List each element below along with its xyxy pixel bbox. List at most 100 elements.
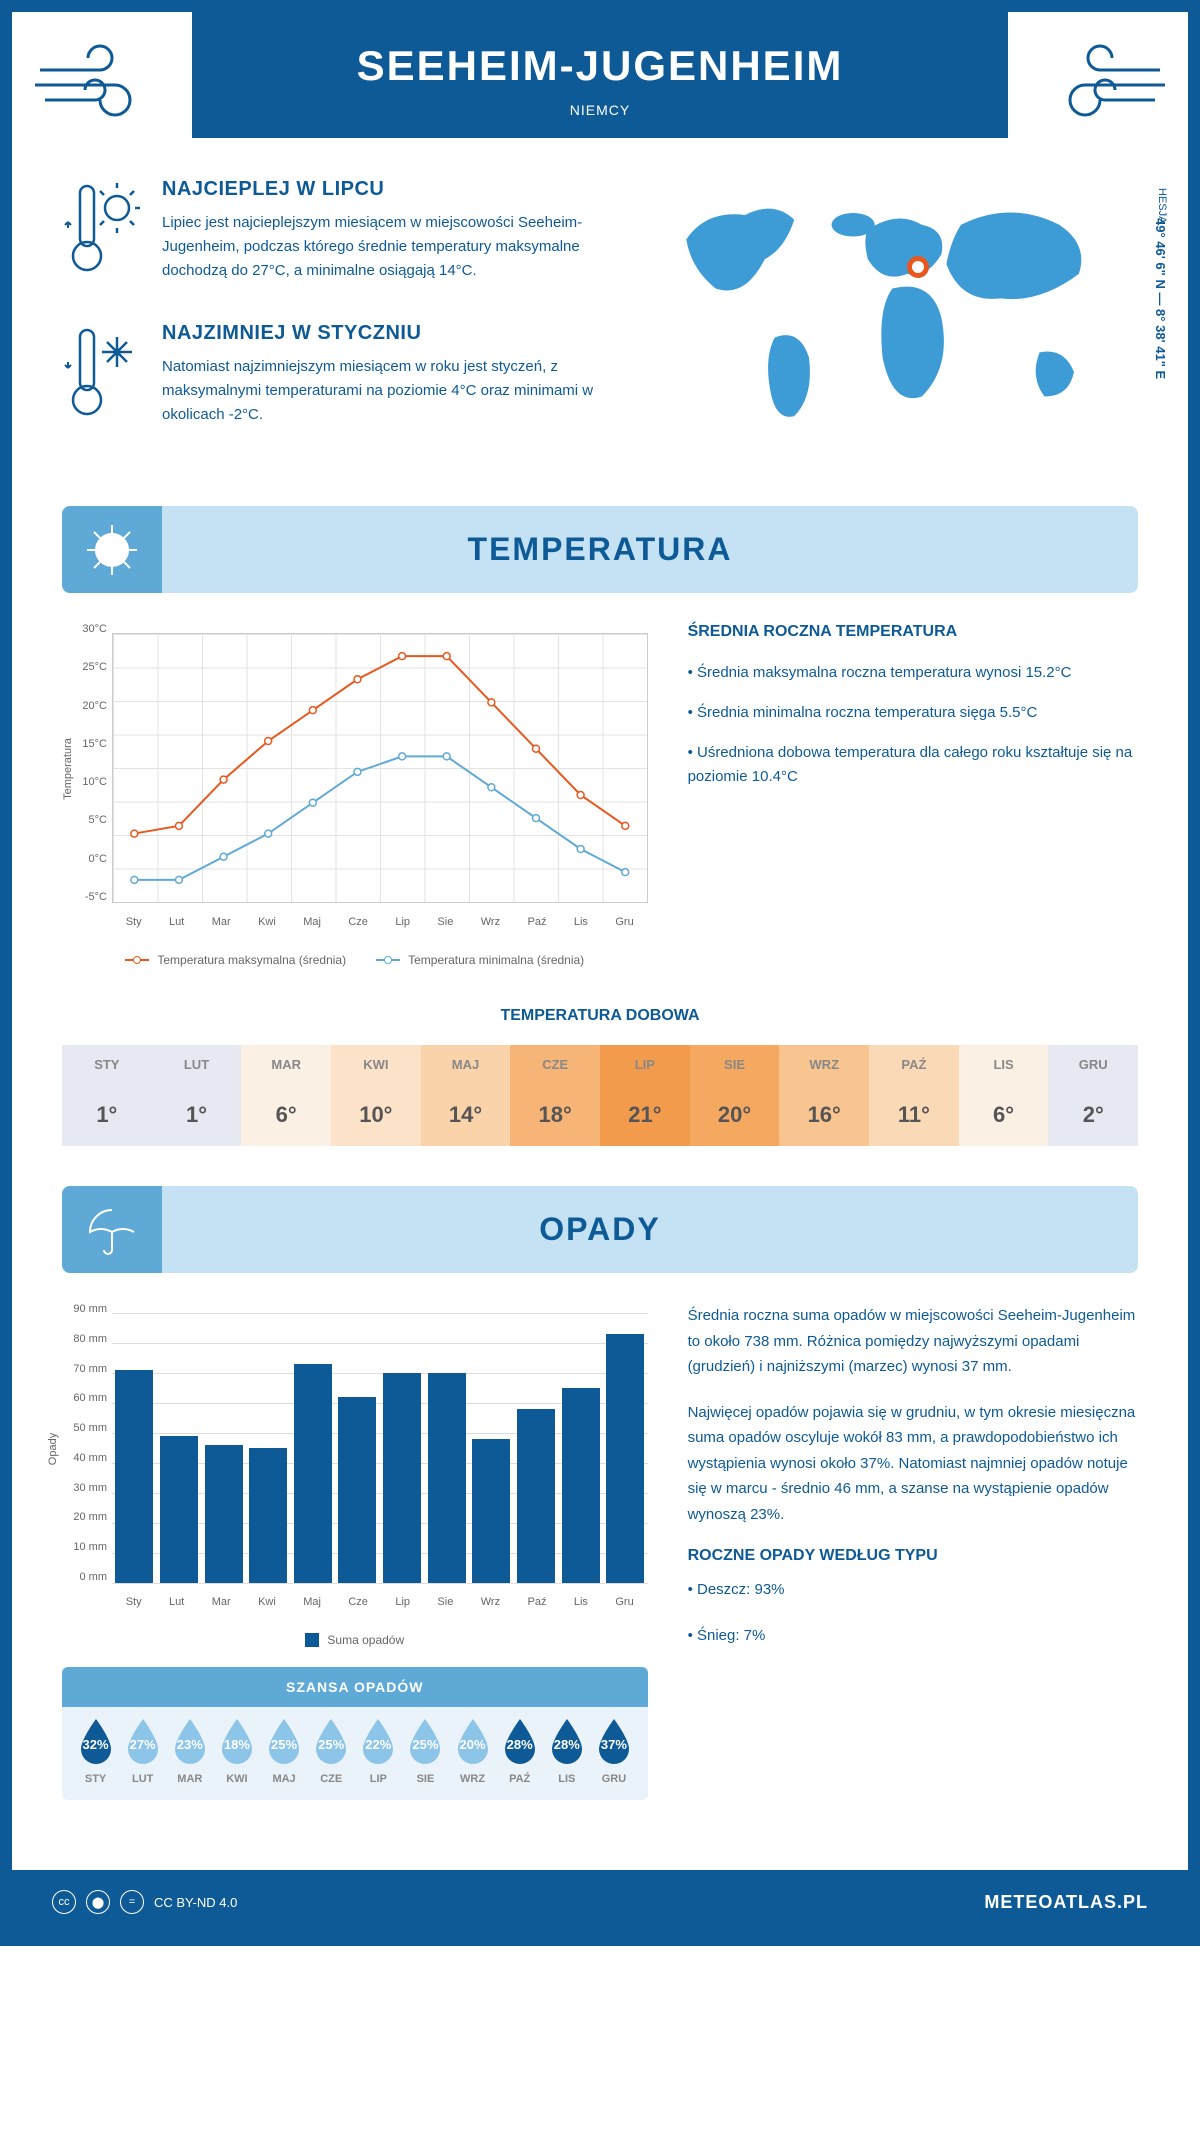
drop-col: 23%MAR: [166, 1717, 213, 1785]
temp-col: MAR6°: [241, 1045, 331, 1146]
nd-icon: =: [120, 1890, 144, 1914]
bar: [606, 1334, 644, 1583]
coldest-desc: Natomiast najzimniejszym miesiącem w rok…: [162, 355, 607, 427]
precip-chart: Opady 90 mm80 mm70 mm60 mm50 mm40 mm30 m…: [62, 1303, 648, 1800]
temp-title: TEMPERATURA: [87, 531, 1113, 568]
bar: [338, 1397, 376, 1583]
bar: [160, 1436, 198, 1583]
x-labels: StyLutMarKwiMajCzeLipSieWrzPaźLisGru: [112, 916, 648, 928]
coldest-text: NAJZIMNIEJ W STYCZNIU Natomiast najzimni…: [162, 322, 607, 436]
map-area: HESJA 49° 46' 6" N — 8° 38' 41" E: [647, 178, 1138, 466]
precip-p2: Najwięcej opadów pojawia się w grudniu, …: [688, 1400, 1138, 1528]
temp-col: LUT1°: [152, 1045, 242, 1146]
country-label: NIEMCY: [232, 102, 968, 118]
coords-label: 49° 46' 6" N — 8° 38' 41" E: [1153, 218, 1168, 379]
precip-section-header: OPADY: [62, 1186, 1138, 1273]
drop-col: 28%LIS: [543, 1717, 590, 1785]
precip-text: Średnia roczna suma opadów w miejscowośc…: [688, 1303, 1138, 1800]
precip-type-1: • Deszcz: 93%: [688, 1577, 1138, 1603]
bar: [294, 1364, 332, 1583]
legend-min: Temperatura minimalna (średnia): [376, 953, 584, 967]
temp-stats-title: ŚREDNIA ROCZNA TEMPERATURA: [688, 623, 1138, 641]
legend-precip-label: Suma opadów: [327, 1633, 404, 1647]
bar: [562, 1388, 600, 1583]
header: SEEHEIM-JUGENHEIM NIEMCY: [192, 12, 1008, 138]
temp-col: MAJ14°: [421, 1045, 511, 1146]
temp-stat-1: • Średnia maksymalna roczna temperatura …: [688, 661, 1138, 685]
legend-max-label: Temperatura maksymalna (średnia): [157, 953, 346, 967]
temp-lines: [112, 633, 648, 903]
thermometer-snow-icon: [62, 322, 142, 436]
brand: METEOATLAS.PL: [984, 1892, 1148, 1913]
temp-table: STY1°LUT1°MAR6°KWI10°MAJ14°CZE18°LIP21°S…: [62, 1045, 1138, 1146]
legend-min-label: Temperatura minimalna (średnia): [408, 953, 584, 967]
drop-col: 20%WRZ: [449, 1717, 496, 1785]
hottest-text: NAJCIEPLEJ W LIPCU Lipiec jest najcieple…: [162, 178, 607, 292]
hero-section: NAJCIEPLEJ W LIPCU Lipiec jest najcieple…: [62, 178, 1138, 466]
daily-temp: TEMPERATURA DOBOWA STY1°LUT1°MAR6°KWI10°…: [62, 1007, 1138, 1146]
precip-section: Opady 90 mm80 mm70 mm60 mm50 mm40 mm30 m…: [62, 1303, 1138, 1800]
temp-col: STY1°: [62, 1045, 152, 1146]
hero-info: NAJCIEPLEJ W LIPCU Lipiec jest najcieple…: [62, 178, 607, 466]
bar: [472, 1439, 510, 1583]
precip-type-title: ROCZNE OPADY WEDŁUG TYPU: [688, 1547, 1138, 1565]
content: NAJCIEPLEJ W LIPCU Lipiec jest najcieple…: [12, 138, 1188, 1870]
hottest-title: NAJCIEPLEJ W LIPCU: [162, 178, 607, 201]
y-axis-title: Opady: [47, 1433, 59, 1465]
drop-col: 25%SIE: [402, 1717, 449, 1785]
temp-legend: Temperatura maksymalna (średnia) Tempera…: [62, 953, 648, 967]
cc-icon: cc: [52, 1890, 76, 1914]
temp-col: KWI10°: [331, 1045, 421, 1146]
temp-col: LIS6°: [959, 1045, 1049, 1146]
temp-col: WRZ16°: [779, 1045, 869, 1146]
daily-temp-title: TEMPERATURA DOBOWA: [62, 1007, 1138, 1025]
coldest-block: NAJZIMNIEJ W STYCZNIU Natomiast najzimni…: [62, 322, 607, 436]
page: SEEHEIM-JUGENHEIM NIEMCY NAJCIEPLEJ W LI…: [0, 0, 1200, 1946]
drop-col: 32%STY: [72, 1717, 119, 1785]
drop-col: 28%PAŹ: [496, 1717, 543, 1785]
page-title: SEEHEIM-JUGENHEIM: [232, 42, 968, 90]
thermometer-sun-icon: [62, 178, 142, 292]
legend-max: Temperatura maksymalna (średnia): [125, 953, 346, 967]
bar: [517, 1409, 555, 1583]
precip-p1: Średnia roczna suma opadów w miejscowośc…: [688, 1303, 1138, 1380]
drop-col: 18%KWI: [213, 1717, 260, 1785]
world-map: [647, 178, 1138, 458]
bar: [428, 1373, 466, 1583]
temp-col: LIP21°: [600, 1045, 690, 1146]
temp-chart: Temperatura 30°C25°C20°C15°C10°C5°C0°C-5…: [62, 623, 648, 967]
legend-precip: Suma opadów: [305, 1633, 404, 1647]
drop-col: 25%CZE: [308, 1717, 355, 1785]
temp-col: PAŹ11°: [869, 1045, 959, 1146]
bar: [383, 1373, 421, 1583]
wind-icon: [30, 40, 160, 125]
legend-swatch-icon: [125, 959, 149, 961]
hottest-block: NAJCIEPLEJ W LIPCU Lipiec jest najcieple…: [62, 178, 607, 292]
temp-col: CZE18°: [510, 1045, 600, 1146]
drop-col: 27%LUT: [119, 1717, 166, 1785]
drop-col: 22%LIP: [355, 1717, 402, 1785]
y-labels: 90 mm80 mm70 mm60 mm50 mm40 mm30 mm20 mm…: [62, 1303, 107, 1583]
bar: [249, 1448, 287, 1583]
bars: [112, 1313, 648, 1583]
coldest-title: NAJZIMNIEJ W STYCZNIU: [162, 322, 607, 345]
y-labels: 30°C25°C20°C15°C10°C5°C0°C-5°C: [62, 623, 107, 903]
temp-stat-2: • Średnia minimalna roczna temperatura s…: [688, 701, 1138, 725]
temp-section-header: TEMPERATURA: [62, 506, 1138, 593]
drop-col: 25%MAJ: [261, 1717, 308, 1785]
by-icon: ⬤: [86, 1890, 110, 1914]
temp-col: SIE20°: [690, 1045, 780, 1146]
temp-stats: ŚREDNIA ROCZNA TEMPERATURA • Średnia mak…: [688, 623, 1138, 967]
drops: 32%STY27%LUT23%MAR18%KWI25%MAJ25%CZE22%L…: [72, 1707, 638, 1785]
bar: [205, 1445, 243, 1583]
legend-swatch-icon: [376, 959, 400, 961]
sun-icon: [62, 506, 162, 593]
temp-section: Temperatura 30°C25°C20°C15°C10°C5°C0°C-5…: [62, 623, 1138, 967]
wind-icon: [1040, 40, 1170, 125]
temp-col: GRU2°: [1048, 1045, 1138, 1146]
bar: [115, 1370, 153, 1583]
precip-type-2: • Śnieg: 7%: [688, 1623, 1138, 1649]
hottest-desc: Lipiec jest najcieplejszym miesiącem w m…: [162, 211, 607, 283]
drop-col: 37%GRU: [590, 1717, 637, 1785]
x-labels: StyLutMarKwiMajCzeLipSieWrzPaźLisGru: [112, 1596, 648, 1608]
